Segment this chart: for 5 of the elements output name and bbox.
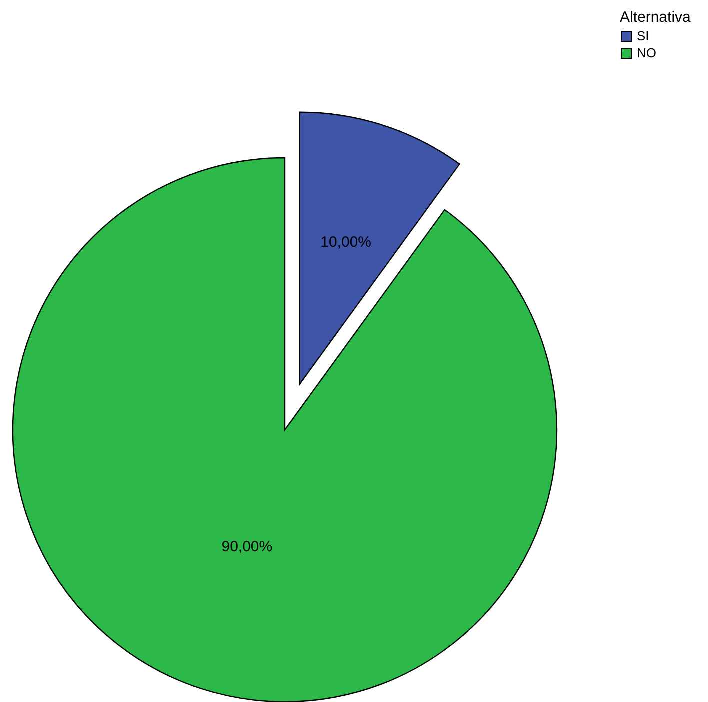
data-label: 10,00% <box>320 234 372 252</box>
legend-title: Alternativa <box>620 9 692 26</box>
data-label: 90,00% <box>222 538 273 556</box>
legend-label: NO <box>637 46 656 60</box>
legend-label: SI <box>637 28 650 44</box>
